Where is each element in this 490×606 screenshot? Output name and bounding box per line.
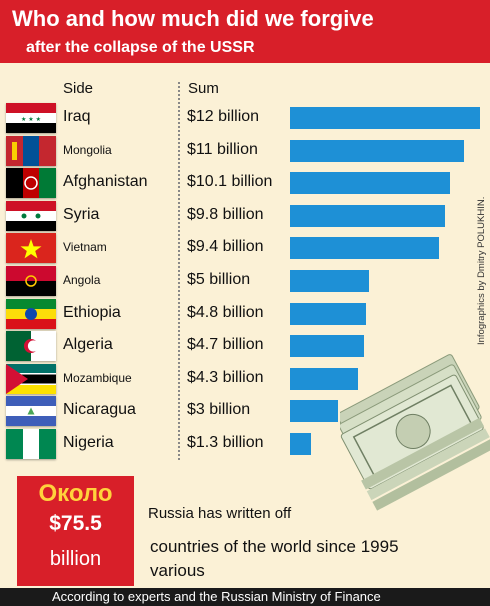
country-label-vietnam: Vietnam [63,240,107,255]
amount-label-iraq: $12 billion [187,108,260,125]
algeria-flag-icon [6,331,56,362]
amount-label-mongolia: $11 billion [187,140,258,158]
money-stack-icon [340,354,490,511]
total-prefix: Около [38,480,113,507]
mozambique-flag-icon [6,363,56,394]
bar-iraq [290,107,480,129]
amount-label-nigeria: $1.3 billion [187,434,264,451]
sum-column-header: Sum [188,80,219,97]
country-label-afghanistan: Afghanistan [63,173,148,191]
vietnam-flag-icon [6,233,56,264]
bar-angola [290,270,370,292]
amount-label-ethiopia: $4.8 billion [187,303,264,321]
infographic-credit: Infographics by Dmitry POLUKHIN. [476,197,487,345]
bar-nicaragua [290,400,338,423]
column-divider [178,82,180,460]
country-label-nicaragua: Nicaragua [63,401,136,419]
bar-mozambique [290,367,359,390]
bar-syria [290,204,446,227]
amount-label-vietnam: $9.4 billion [187,238,264,256]
footer-bar: According to experts and the Russian Min… [0,588,490,606]
header-banner: Who and how much did we forgive after th… [0,0,490,63]
page-subtitle: after the collapse of the USSR [26,39,255,56]
amount-label-algeria: $4.7 billion [187,336,264,354]
country-label-algeria: Algeria [63,336,113,354]
page-title: Who and how much did we forgive [12,6,374,31]
credit-text: Infographics by Dmitry POLUKHIN. [476,197,487,345]
total-unit: billion [49,548,102,570]
country-label-syria: Syria [63,205,100,223]
country-label-mongolia: Mongolia [63,142,112,157]
amount-label-syria: $9.8 billion [187,205,264,223]
total-box: Около $75.5 billion [17,476,134,586]
bar-mongolia [290,139,465,162]
angola-flag-icon [6,266,56,296]
caption-line-2: countries of the world since 1995 [150,537,399,556]
bar-ethiopia [290,302,366,325]
amount-label-afghanistan: $10.1 billion [187,173,273,191]
iraq-flag-icon: ★ ★ ★ [6,103,56,133]
country-label-angola: Angola [63,273,101,287]
amount-label-angola: $5 billion [187,271,251,288]
caption-line-1: Russia has written off [148,505,292,522]
bar-nigeria [290,433,311,455]
ethiopia-flag-icon [6,298,56,329]
bar-algeria [290,335,365,358]
bar-afghanistan [290,172,450,195]
syria-flag-icon [6,200,56,231]
caption-line-3: various [150,561,205,580]
country-label-ethiopia: Ethiopia [63,303,121,321]
mongolia-flag-icon [6,135,56,166]
svg-text:★ ★ ★: ★ ★ ★ [21,116,41,123]
total-amount: $75.5 [49,512,102,535]
afghanistan-flag-icon [6,168,56,199]
bar-vietnam [290,237,439,260]
country-label-mozambique: Mozambique [63,370,132,385]
amount-label-mozambique: $4.3 billion [187,368,264,386]
nigeria-flag-icon [6,429,56,459]
country-label-nigeria: Nigeria [63,434,114,451]
nicaragua-flag-icon [6,396,56,427]
source-note: According to experts and the Russian Min… [52,589,381,604]
side-column-header: Side [63,80,94,97]
amount-label-nicaragua: $3 billion [187,401,251,419]
country-label-iraq: Iraq [63,108,91,125]
